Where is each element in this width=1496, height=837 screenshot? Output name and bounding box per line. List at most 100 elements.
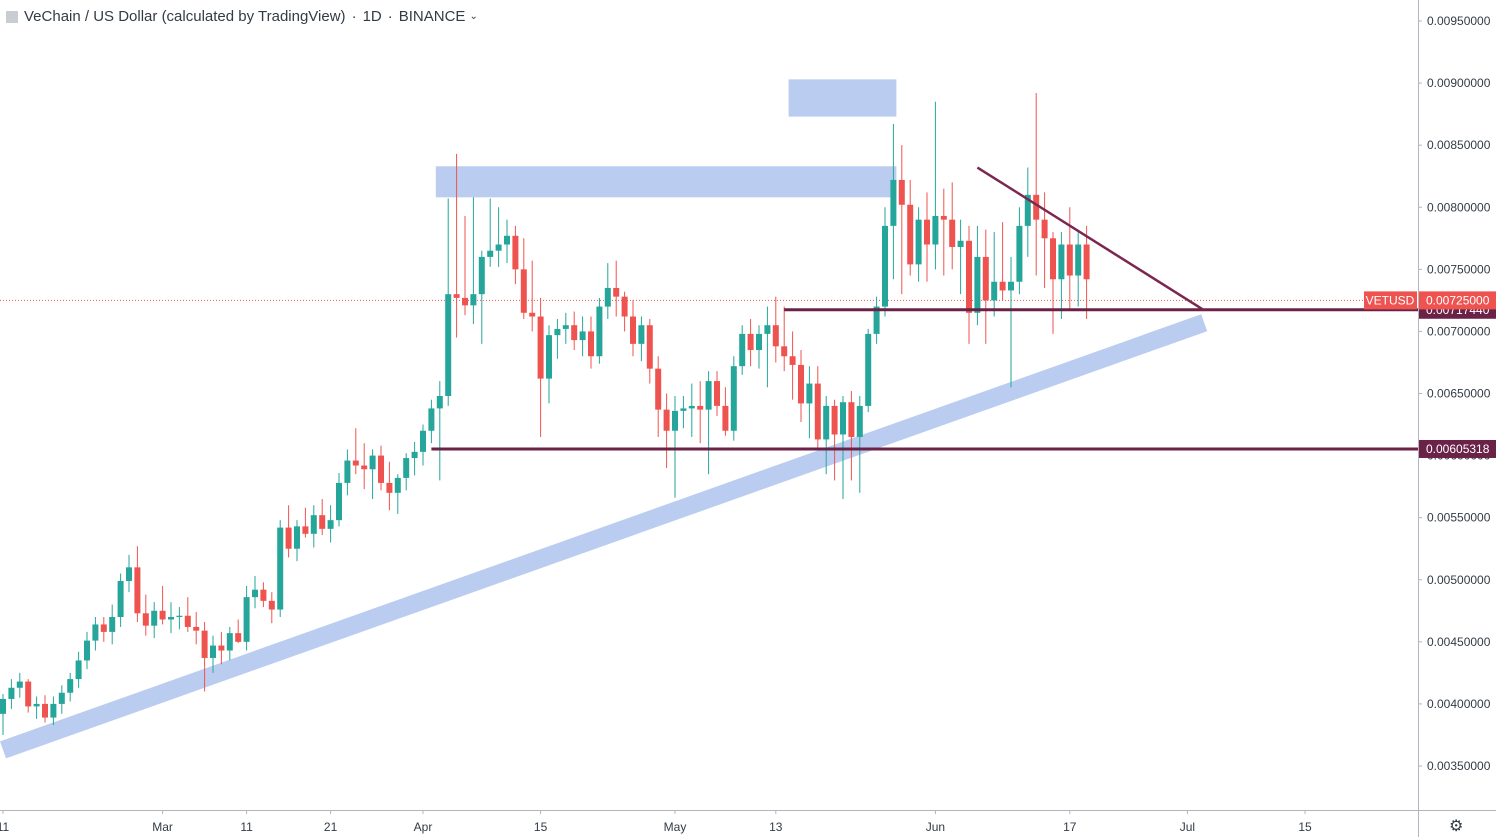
candle-body <box>445 294 452 396</box>
candle <box>579 316 586 357</box>
candle <box>462 215 468 316</box>
candle-body <box>126 567 132 581</box>
candle <box>226 626 233 661</box>
candle <box>252 576 258 609</box>
candle-body <box>756 333 762 351</box>
candle <box>1075 229 1082 307</box>
exchange-label[interactable]: BINANCE <box>398 8 466 25</box>
interval-label[interactable]: 1D <box>362 8 382 25</box>
candle <box>25 679 32 713</box>
candle <box>1083 225 1090 319</box>
candle <box>75 651 82 688</box>
x-tick-label: 21 <box>324 820 338 834</box>
candle-body <box>966 240 972 313</box>
y-tick-label: 0.00700000 <box>1427 324 1491 338</box>
candle <box>966 225 972 344</box>
candle <box>327 505 334 543</box>
candle-body <box>739 333 746 367</box>
candle <box>168 602 174 634</box>
candle <box>1016 207 1023 295</box>
candle <box>638 316 645 362</box>
header-separator: · <box>351 8 357 25</box>
candle-body <box>109 617 116 632</box>
candle <box>932 101 939 270</box>
candle <box>546 325 552 404</box>
candle <box>588 316 594 369</box>
candle-body <box>201 630 208 658</box>
candle <box>117 573 124 627</box>
candle <box>890 124 897 280</box>
candle-body <box>1075 244 1082 276</box>
candle-body <box>554 328 561 336</box>
candle <box>58 685 65 714</box>
candle-body <box>252 589 258 598</box>
candle <box>823 395 830 475</box>
candle <box>915 207 922 282</box>
resistance-zone <box>788 79 897 117</box>
candle <box>151 602 158 639</box>
candle-body <box>932 215 939 245</box>
candle <box>949 182 956 270</box>
candle <box>0 693 6 735</box>
candle <box>865 328 872 413</box>
candle <box>764 306 771 388</box>
candle-body <box>705 381 712 410</box>
candle-body <box>722 405 729 431</box>
candle-body <box>781 346 788 357</box>
candle-body <box>394 477 401 493</box>
x-tick-label: Apr <box>414 820 433 834</box>
candle <box>898 145 905 295</box>
chevron-down-icon[interactable]: ⌄ <box>469 11 478 22</box>
y-tick-label: 0.00900000 <box>1427 76 1491 90</box>
candle <box>562 312 569 344</box>
candle <box>50 696 57 726</box>
candle <box>747 319 754 367</box>
candle-body <box>974 256 981 313</box>
candle-body <box>840 402 846 435</box>
candle <box>907 179 914 276</box>
candle-body <box>1066 244 1073 276</box>
candle-body <box>369 455 376 470</box>
y-tick-label: 0.00650000 <box>1427 387 1491 401</box>
candle-body <box>470 294 477 306</box>
y-tick-label: 0.00850000 <box>1427 138 1491 152</box>
candle-body <box>630 316 636 344</box>
candle <box>554 319 561 359</box>
candle-body <box>772 325 779 347</box>
candle-body <box>604 287 611 307</box>
y-tick-label: 0.00750000 <box>1427 262 1491 276</box>
x-tick-label: 13 <box>769 820 783 834</box>
candle-body <box>0 698 6 714</box>
candle-body <box>50 703 57 718</box>
candle <box>470 197 477 324</box>
candle <box>924 192 930 282</box>
candle-body <box>243 597 250 642</box>
candle-body <box>495 244 502 251</box>
x-tick-label: 15 <box>534 820 548 834</box>
gear-icon[interactable]: ⚙ <box>1449 818 1464 835</box>
candle <box>848 391 855 481</box>
candle-body <box>428 408 435 431</box>
header-separator: · <box>387 8 393 25</box>
candle <box>806 366 813 439</box>
candle-body <box>58 692 65 704</box>
candle <box>193 612 200 645</box>
candle-body <box>411 451 418 459</box>
candle-body <box>680 408 687 411</box>
candle-body <box>890 179 897 226</box>
support-trend-channel <box>0 314 1208 759</box>
candle <box>739 325 746 375</box>
candle <box>991 232 998 317</box>
candle <box>184 597 191 632</box>
candle-body <box>848 402 855 437</box>
symbol-title[interactable]: VeChain / US Dollar (calculated by Tradi… <box>24 8 346 25</box>
candle <box>982 229 989 344</box>
candle <box>487 198 494 267</box>
candle <box>8 679 15 709</box>
candle <box>310 505 317 548</box>
candle-body <box>798 364 804 404</box>
candle <box>420 424 426 466</box>
chart-header[interactable]: VeChain / US Dollar (calculated by Tradi… <box>6 8 478 25</box>
candle <box>134 546 141 622</box>
